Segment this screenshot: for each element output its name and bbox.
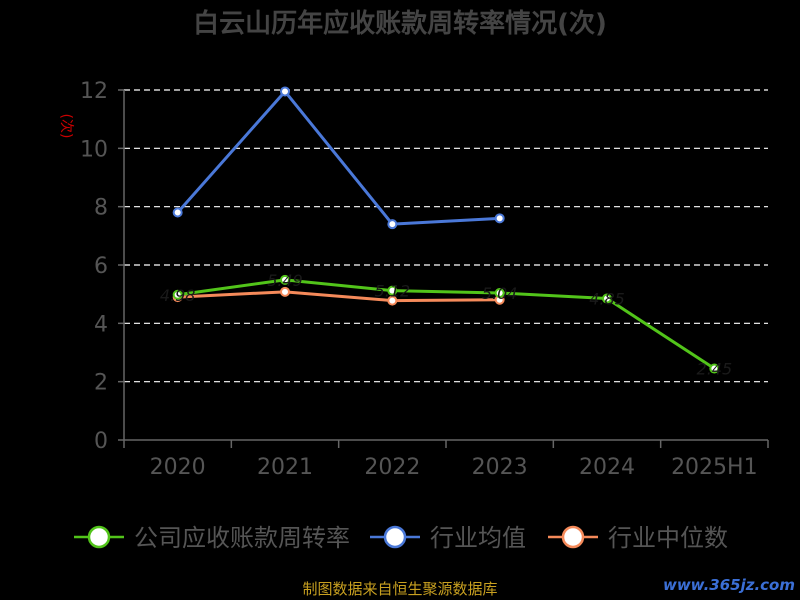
series-lines <box>172 86 720 374</box>
legend-item: 行业中位数 <box>548 524 728 552</box>
data-point <box>709 363 720 374</box>
watermark: www.365jz.com <box>663 576 795 594</box>
y-tick-label: 12 <box>80 79 108 104</box>
y-tick-label: 10 <box>80 137 108 162</box>
data-point <box>387 219 398 230</box>
data-label: 5.12 <box>375 282 411 301</box>
data-point <box>387 285 398 296</box>
series-2 <box>172 286 505 306</box>
x-tick-label: 2025H1 <box>671 455 758 480</box>
legend-marker <box>87 525 111 549</box>
data-point <box>494 213 505 224</box>
x-tick-label: 2024 <box>579 455 635 480</box>
legend-label: 行业均值 <box>430 524 526 552</box>
legend-item: 行业均值 <box>370 524 526 552</box>
y-tick-labels: 0 2 4 6 8 10 12 <box>80 79 124 454</box>
data-labels: 4.98 5.49 5.12 5.04 4.85 2.45 <box>160 271 732 379</box>
axes <box>123 90 769 448</box>
series-line <box>177 278 716 370</box>
y-tick-label: 6 <box>94 254 108 279</box>
series-line <box>176 89 500 226</box>
data-label: 4.85 <box>589 290 625 309</box>
data-label: 5.49 <box>267 271 303 290</box>
legend-marker <box>383 525 407 549</box>
source-note: 制图数据来自恒生聚源数据库 <box>302 580 497 598</box>
data-point <box>280 274 290 285</box>
data-point <box>387 295 398 306</box>
data-point <box>494 288 505 298</box>
series-line <box>177 290 500 303</box>
data-label: 2.45 <box>697 360 733 379</box>
legend-label: 公司应收账款周转率 <box>134 524 350 552</box>
x-tick-labels: 2020 2021 2022 2023 2024 2025H1 <box>150 455 758 480</box>
data-point <box>602 293 612 304</box>
grid-lines <box>124 89 768 383</box>
data-point <box>280 286 290 297</box>
data-point <box>172 289 183 300</box>
y-tick-label: 4 <box>94 312 108 337</box>
legend-label: 行业中位数 <box>608 524 728 552</box>
data-point <box>172 207 183 218</box>
legend-item: 公司应收账款周转率 <box>74 524 350 552</box>
y-tick-label: 8 <box>94 196 108 221</box>
x-tick-label: 2021 <box>257 455 313 480</box>
data-label: 4.98 <box>160 286 196 305</box>
x-tick-label: 2023 <box>472 455 528 480</box>
x-tick-label: 2020 <box>150 455 206 480</box>
data-label: 5.04 <box>482 284 518 303</box>
y-tick-label: 0 <box>94 429 108 454</box>
x-tick-label: 2022 <box>364 455 420 480</box>
y-tick-label: 2 <box>94 371 108 396</box>
series-1 <box>172 86 505 230</box>
chart-title: 白云山历年应收账款周转率情况(次) <box>193 8 607 39</box>
legend-marker <box>561 525 585 549</box>
data-point <box>280 86 290 97</box>
y-axis-label: (次) <box>58 114 74 139</box>
series-0 <box>172 274 720 374</box>
legend: 公司应收账款周转率 行业均值 行业中位数 <box>74 524 728 552</box>
